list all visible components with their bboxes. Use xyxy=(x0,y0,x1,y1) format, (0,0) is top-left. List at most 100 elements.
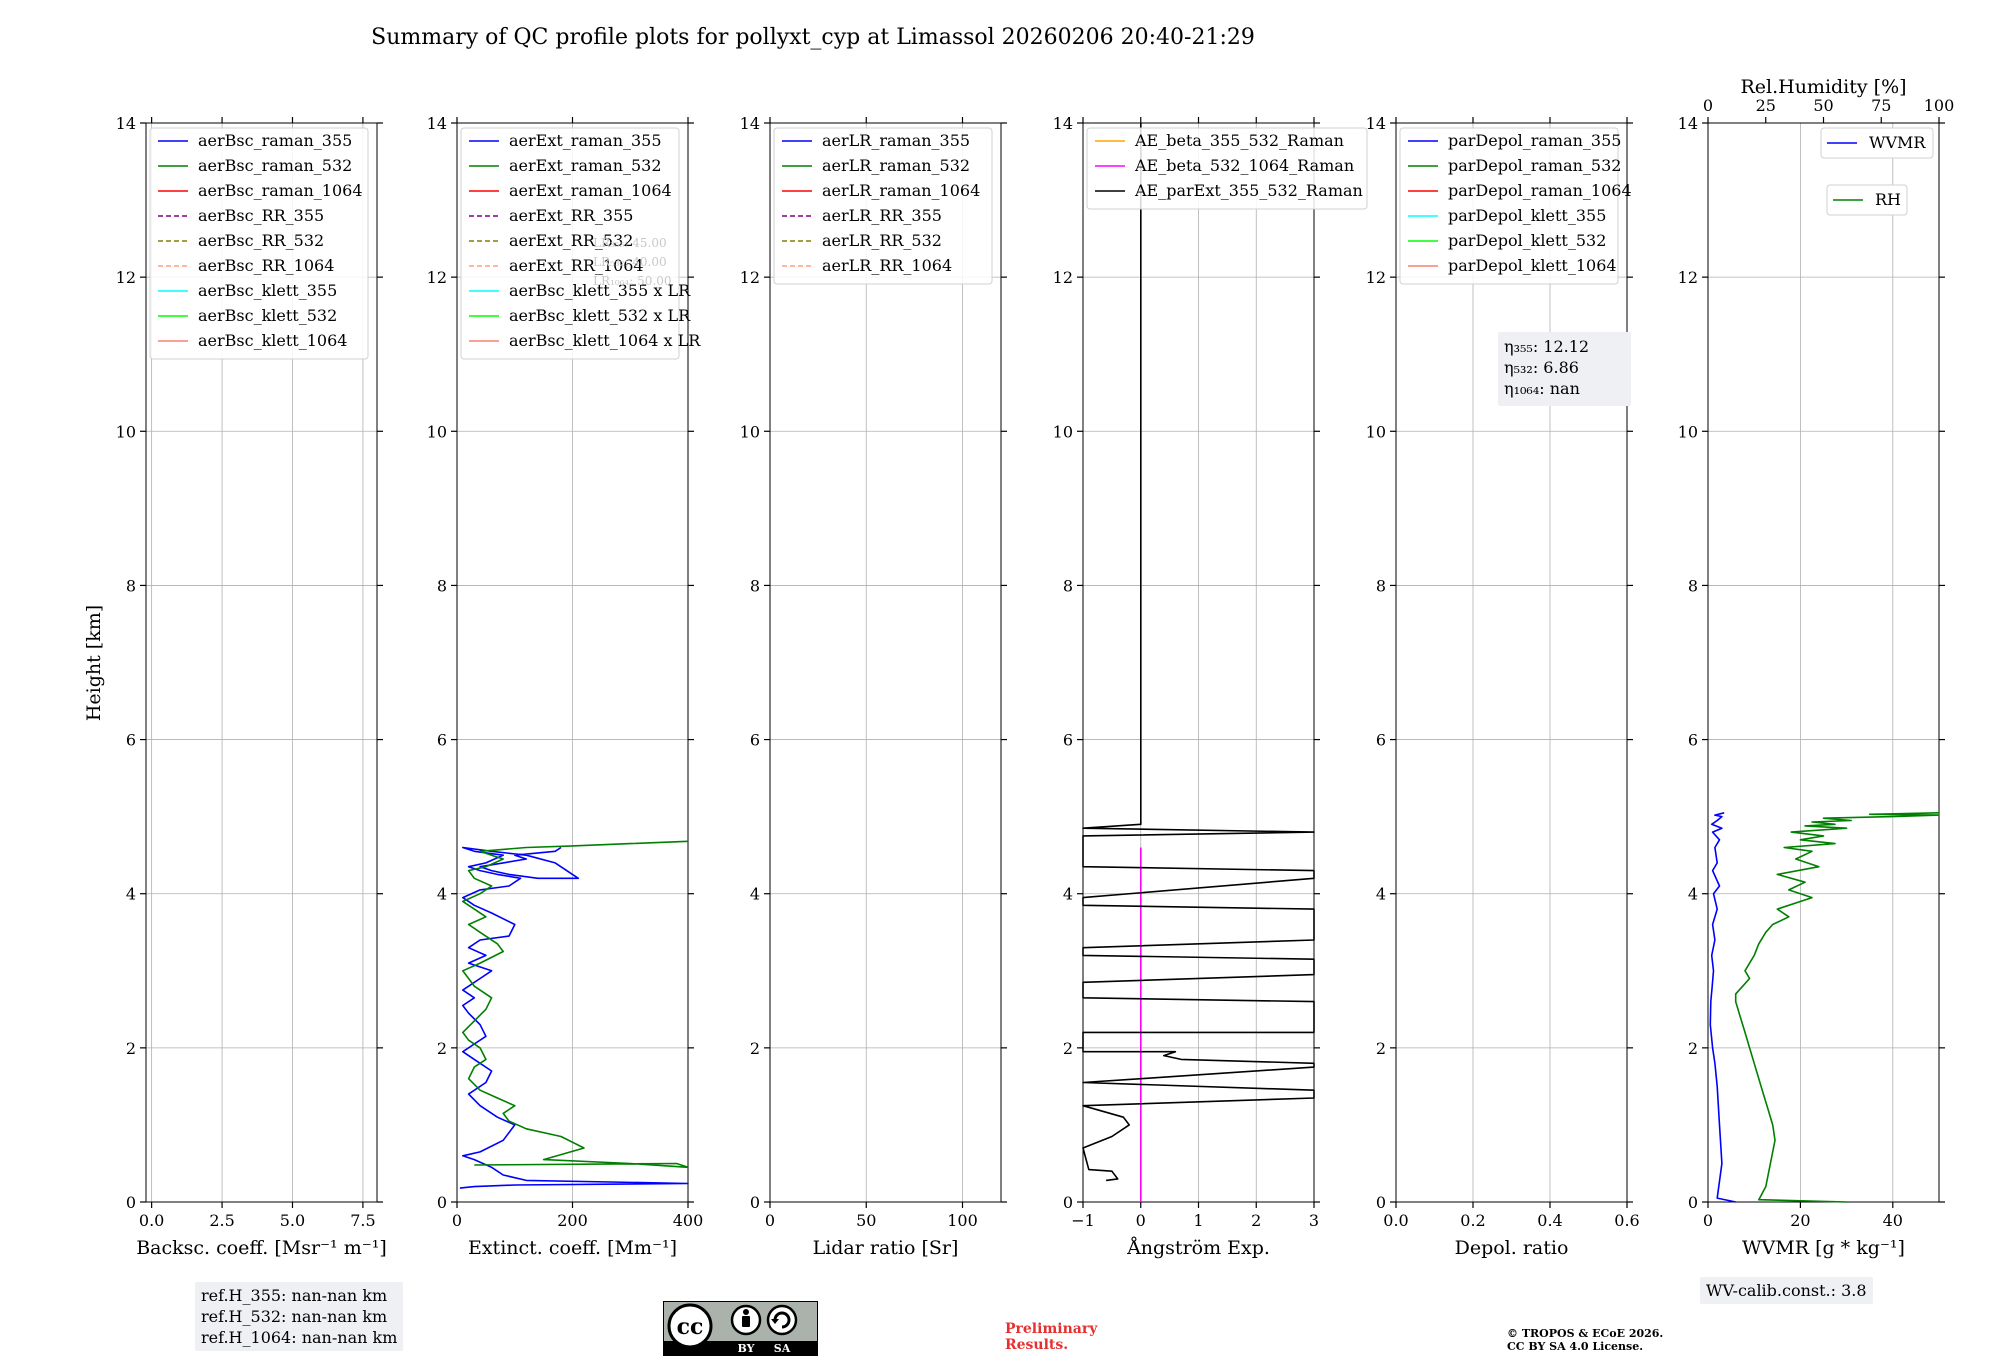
legend-entry: aerExt_raman_355 xyxy=(509,131,662,150)
top-tick-label: 25 xyxy=(1756,96,1776,115)
x-tick-label: 400 xyxy=(673,1211,704,1230)
x-axis-label: WVMR [g * kg⁻¹] xyxy=(1742,1237,1905,1259)
panel-depol: 0 2 4 6 8 10 12 14 0.0 0.2 0.4 0.6 Depol. ratio parDe… xyxy=(1366,114,1640,1259)
legend-entry: aerBsc_raman_355 xyxy=(198,131,352,150)
x-axis-label: Extinct. coeff. [Mm⁻¹] xyxy=(468,1237,677,1259)
y-tick-label: 10 xyxy=(116,422,136,441)
ref-height-1064: ref.H_1064: nan-nan km xyxy=(201,1328,398,1347)
legend-frame xyxy=(1820,127,1934,159)
legend-entry: aerBsc_RR_355 xyxy=(198,206,324,225)
sa-label: SA xyxy=(774,1342,791,1355)
preliminary-line-2: Results. xyxy=(1005,1337,1069,1353)
x-tick-label: 7.5 xyxy=(350,1211,375,1230)
sa-icon xyxy=(766,1304,798,1336)
y-tick-label: 6 xyxy=(750,731,760,750)
legend-entry: aerBsc_raman_1064 xyxy=(198,181,363,200)
y-tick-label: 4 xyxy=(1688,885,1698,904)
y-tick-label: 8 xyxy=(1063,576,1073,595)
series-WVMR xyxy=(1709,812,1736,1203)
top-tick-label: 0 xyxy=(1703,96,1713,115)
panel-bsc: 0 2 4 6 8 10 12 14 0.0 2.5 5.0 7.5 Backsc. coeff. [M… xyxy=(116,114,387,1259)
series-AE_parExt_355_532_Raman xyxy=(1082,123,1315,1182)
y-tick-label: 6 xyxy=(437,731,447,750)
y-ticks xyxy=(1077,122,1320,1203)
legend-entry: aerBsc_RR_1064 xyxy=(198,256,334,275)
series-aerExt_raman_355 xyxy=(459,846,689,1189)
y-tick-label: 6 xyxy=(1376,731,1386,750)
panel-ext: 0 2 4 6 8 10 12 14 0 200 400 Extinct. coeff. [Mm⁻¹]… xyxy=(427,114,704,1259)
panel-wv: 0 2 4 6 8 10 12 14 0 20 40 WVMR [g * kg⁻¹] 0 25 50 75 10… xyxy=(1678,76,1955,1259)
x-tick-label: 0 xyxy=(452,1211,462,1230)
y-tick-label: 8 xyxy=(126,576,136,595)
y-tick-label: 12 xyxy=(1678,268,1698,287)
legend-entry: aerExt_RR_532 xyxy=(509,231,633,250)
cc-icon xyxy=(667,1303,713,1349)
x-ticks xyxy=(1395,117,1628,1208)
y-tick-label: 12 xyxy=(1366,268,1386,287)
y-tick-label: 0 xyxy=(126,1193,136,1212)
legend-entry: aerExt_RR_355 xyxy=(509,206,633,225)
ref-height-box: ref.H_355: nan-nan km ref.H_532: nan-nan… xyxy=(195,1282,404,1351)
legend-entry: WVMR xyxy=(1869,133,1926,152)
x-tick-label: 50 xyxy=(856,1211,876,1230)
legend-frame xyxy=(773,127,993,285)
y-tick-label: 8 xyxy=(437,576,447,595)
ref-height-355: ref.H_355: nan-nan km xyxy=(201,1286,388,1305)
x-tick-label: 0 xyxy=(765,1211,775,1230)
x-tick-label: 100 xyxy=(947,1211,978,1230)
top-tick-label: 50 xyxy=(1813,96,1833,115)
y-tick-label: 10 xyxy=(1678,422,1698,441)
legend-entry: aerBsc_RR_532 xyxy=(198,231,324,250)
by-label: BY xyxy=(738,1342,755,1355)
lidar-ratio-annotation: LR₅₃₂: 40.00 xyxy=(593,255,667,269)
grid xyxy=(1082,123,1315,1202)
y-tick-label: 6 xyxy=(1688,731,1698,750)
wv-calib-box: WV-calib.const.: 3.8 xyxy=(1700,1277,1873,1304)
y-ticks xyxy=(1390,122,1633,1203)
eta-value: η₃₅₅: 12.12 xyxy=(1504,337,1589,356)
x-tick-label: 2.5 xyxy=(209,1211,234,1230)
legend-entry: parDepol_raman_355 xyxy=(1448,131,1621,150)
x-tick-label: 0.4 xyxy=(1537,1211,1562,1230)
legend-entry: RH xyxy=(1875,190,1901,209)
legend-entry: parDepol_klett_1064 xyxy=(1448,256,1617,275)
y-tick-label: 14 xyxy=(1053,114,1073,133)
y-tick-label: 12 xyxy=(740,268,760,287)
top-axis-label: Rel.Humidity [%] xyxy=(1740,76,1906,98)
x-tick-label: 0 xyxy=(1136,1211,1146,1230)
y-tick-label: 12 xyxy=(1053,268,1073,287)
y-tick-label: 12 xyxy=(116,268,136,287)
y-tick-label: 2 xyxy=(126,1039,136,1058)
y-axis-label: Height [km] xyxy=(83,605,105,721)
legend-entry: parDepol_raman_532 xyxy=(1448,156,1621,175)
legend-frame xyxy=(1086,127,1368,210)
legend-entry: aerBsc_klett_532 x LR xyxy=(509,306,691,325)
grid xyxy=(1707,123,1939,1202)
legend-entry: aerExt_raman_1064 xyxy=(509,181,672,200)
x-axis-label: Lidar ratio [Sr] xyxy=(813,1237,959,1259)
x-ticks xyxy=(1082,117,1315,1208)
x-axis-label: Backsc. coeff. [Msr⁻¹ m⁻¹] xyxy=(136,1237,387,1259)
x-tick-label: 20 xyxy=(1790,1211,1810,1230)
y-tick-label: 8 xyxy=(750,576,760,595)
y-tick-label: 2 xyxy=(1376,1039,1386,1058)
cc-by-sa-logo: cc BY SA xyxy=(663,1301,818,1356)
top-tick-label: 100 xyxy=(1924,96,1955,115)
y-ticks xyxy=(1702,122,1945,1203)
x-tick-label: 0 xyxy=(1703,1211,1713,1230)
series-aerExt_raman_532 xyxy=(461,840,689,1169)
axes-frame xyxy=(769,122,1002,1203)
legend: parDepol_raman_355 parDepol_raman_532 parD… xyxy=(1399,127,1632,285)
lidar-ratio-annotation: LR₃₅₅: 45.00 xyxy=(593,236,667,250)
legend-entry: aerBsc_klett_355 xyxy=(198,281,337,300)
legend-entry: AE_beta_355_532_Raman xyxy=(1134,131,1344,150)
legend-entry: parDepol_klett_532 xyxy=(1448,231,1606,250)
legend-entry: aerBsc_klett_532 xyxy=(198,306,337,325)
legend-entry: aerLR_RR_355 xyxy=(822,206,942,225)
x-ticks xyxy=(769,117,964,1208)
y-tick-label: 4 xyxy=(437,885,447,904)
legend: aerBsc_raman_355 aerBsc_raman_532 aerBsc_r… xyxy=(149,127,369,360)
copyright-line-1: © TROPOS & ECoE 2026. xyxy=(1507,1327,1664,1340)
